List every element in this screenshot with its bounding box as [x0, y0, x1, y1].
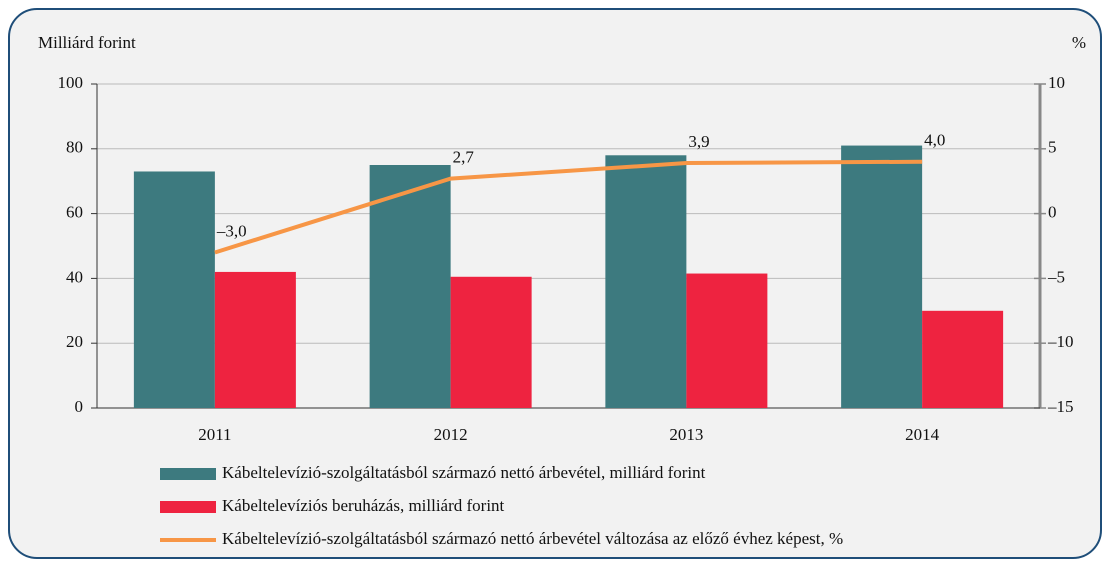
y-tick-label: 60 — [66, 203, 83, 222]
y-tick-label: 100 — [58, 73, 84, 92]
bar — [686, 273, 768, 408]
legend-label: Kábeltelevízió-szolgáltatásból származó … — [222, 463, 706, 482]
y-tick-label: 40 — [66, 267, 83, 286]
y-axis-label: Milliárd forint — [38, 33, 136, 52]
y2-tick-label: –15 — [1047, 397, 1074, 416]
bar — [214, 271, 296, 408]
bar — [605, 155, 687, 408]
legend-label: Kábeltelevízió-szolgáltatásból származó … — [222, 529, 843, 548]
y2-tick-label: 0 — [1048, 203, 1057, 222]
x-tick-label: 2014 — [905, 425, 940, 444]
y2-tick-label: –5 — [1047, 267, 1065, 286]
legend-label: Kábeltelevíziós beruházás, milliárd fori… — [222, 496, 505, 515]
bar — [450, 276, 532, 408]
bar — [133, 171, 215, 408]
y2-tick-label: 10 — [1048, 73, 1065, 92]
legend-swatch — [160, 468, 216, 480]
bar — [841, 145, 923, 408]
y2-axis-label: % — [1072, 33, 1086, 52]
y-tick-label: 80 — [66, 138, 83, 157]
bar — [369, 165, 451, 408]
x-tick-label: 2012 — [434, 425, 468, 444]
x-tick-label: 2011 — [198, 425, 231, 444]
y-tick-label: 0 — [75, 397, 84, 416]
y2-tick-label: –10 — [1047, 332, 1074, 351]
y-tick-label: 20 — [66, 332, 83, 351]
line — [214, 159, 923, 255]
y2-tick-label: 5 — [1048, 138, 1057, 157]
bar — [922, 310, 1004, 408]
x-tick-label: 2013 — [669, 425, 703, 444]
legend-swatch — [160, 501, 216, 513]
data-label: 4,0 — [924, 131, 945, 150]
data-label: 3,9 — [688, 132, 709, 151]
data-label: 2,7 — [453, 148, 475, 167]
frame — [8, 8, 1102, 559]
data-label: –3,0 — [216, 221, 247, 240]
